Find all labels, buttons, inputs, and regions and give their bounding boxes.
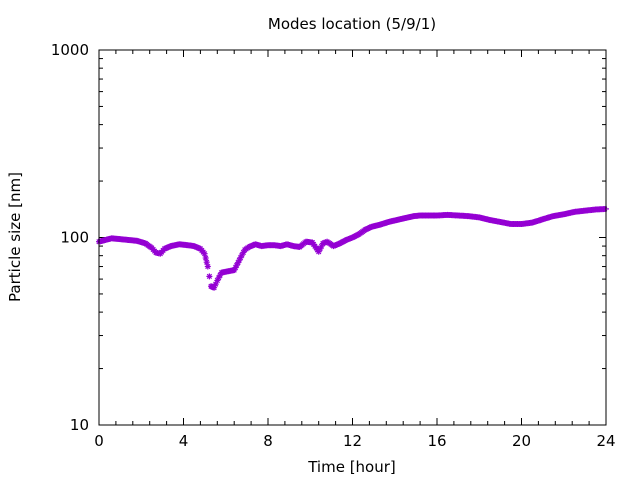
y-tick-label: 10 <box>70 416 89 434</box>
marker-stroke <box>206 273 213 280</box>
y-tick-label: 100 <box>60 229 89 247</box>
y-tick-label: 1000 <box>51 41 89 59</box>
marker-stroke <box>204 259 210 265</box>
data-point <box>204 263 211 270</box>
marker-stroke <box>205 263 211 270</box>
data-point <box>203 259 210 266</box>
data-point <box>318 243 325 250</box>
x-tick-label: 16 <box>427 432 446 450</box>
data-points <box>96 205 609 291</box>
axes: 0 4 8 12 16 20 24 10 100 1000 <box>51 41 616 450</box>
chart-title: Modes location (5/9/1) <box>268 15 436 33</box>
x-tick-label: 12 <box>343 432 362 450</box>
y-axis-label: Particle size [nm] <box>6 172 24 302</box>
x-tick-label: 8 <box>263 432 273 450</box>
x-tick-label: 24 <box>596 432 615 450</box>
x-tick-label: 20 <box>512 432 531 450</box>
data-point <box>206 273 213 280</box>
marker-stroke <box>201 251 208 257</box>
x-tick-label: 4 <box>179 432 189 450</box>
marker-stroke <box>203 255 209 261</box>
x-tick-label: 0 <box>94 432 104 450</box>
data-point <box>201 250 208 257</box>
plot-frame <box>98 49 607 426</box>
x-axis-label: Time [hour] <box>307 458 396 476</box>
data-point <box>202 255 209 261</box>
